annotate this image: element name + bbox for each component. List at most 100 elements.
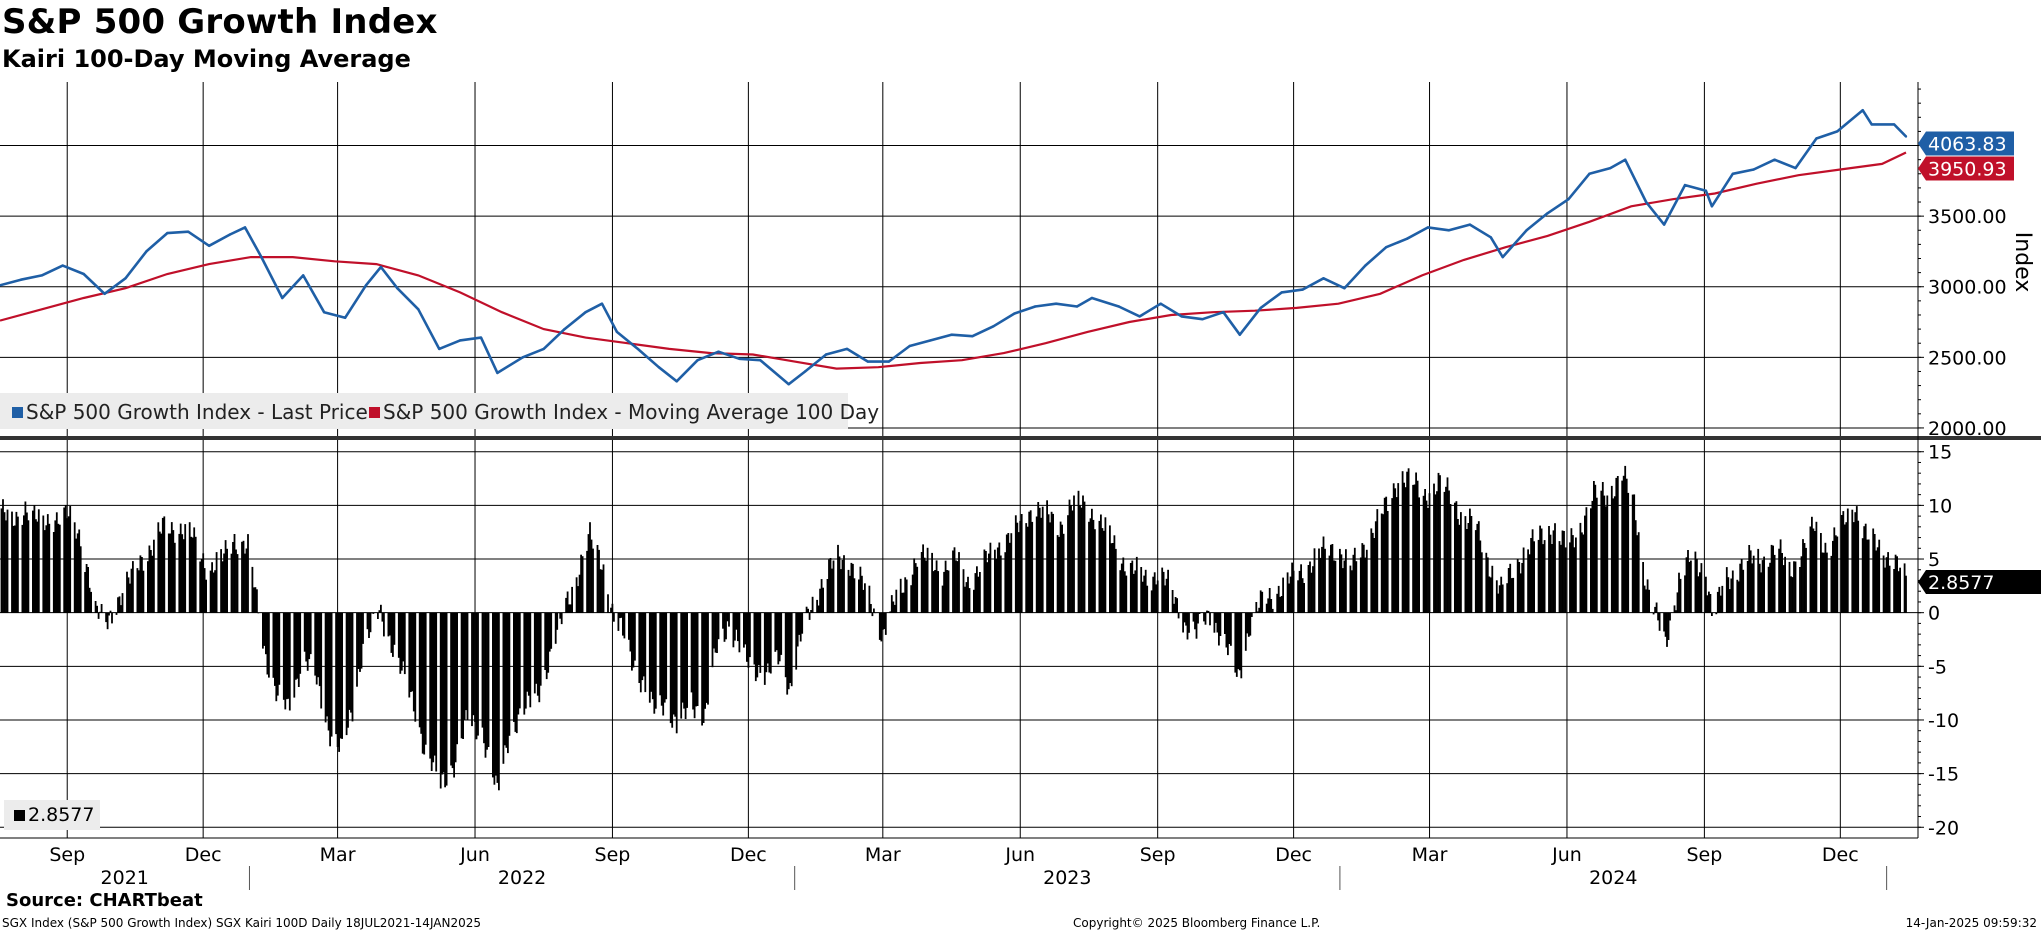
- legend-label-ma: S&P 500 Growth Index - Moving Average 10…: [383, 400, 880, 424]
- kairi-bar: [1851, 509, 1854, 613]
- kairi-bar: [1488, 576, 1491, 613]
- kairi-bar: [962, 569, 965, 613]
- legend-item-ma[interactable]: S&P 500 Growth Index - Moving Average 10…: [369, 400, 879, 424]
- kairi-bar: [1198, 612, 1201, 614]
- kairi-bar: [1700, 563, 1703, 613]
- kairi-bar: [1428, 493, 1431, 613]
- kairi-bar: [858, 579, 860, 613]
- kairi-bar: [1418, 497, 1420, 613]
- kairi-bar: [1769, 562, 1771, 613]
- kairi-bar: [1725, 567, 1728, 613]
- y-tick-label-upper: 3500.00: [1928, 206, 2007, 228]
- kairi-bar: [859, 566, 862, 613]
- price-point: [824, 353, 828, 356]
- kairi-bar: [160, 533, 163, 613]
- kairi-bar: [663, 612, 666, 703]
- kairi-bar: [1678, 572, 1680, 613]
- legend-item-price[interactable]: S&P 500 Growth Index - Last Price: [12, 400, 368, 424]
- kairi-bar: [1424, 489, 1426, 613]
- kairi-bar: [450, 612, 452, 766]
- kairi-bar: [831, 568, 833, 613]
- kairi-bar: [57, 523, 60, 613]
- kairi-bar: [1173, 603, 1175, 613]
- kairi-bar: [1770, 544, 1773, 613]
- lower-legend[interactable]: 2.8577: [4, 800, 100, 830]
- price-point: [1054, 302, 1058, 305]
- price-point: [207, 244, 211, 247]
- kairi-bar: [212, 572, 215, 613]
- kairi-bar: [1052, 513, 1054, 613]
- price-point: [1364, 264, 1367, 267]
- kairi-bar: [1464, 516, 1467, 613]
- kairi-bar: [714, 612, 717, 653]
- price-point: [479, 336, 483, 339]
- x-tick-label: Sep: [1686, 844, 1722, 866]
- kairi-bar: [37, 509, 40, 613]
- kairi-bar: [717, 612, 720, 640]
- y-tick-label-upper: 2000.00: [1928, 418, 2007, 440]
- kairi-bar: [973, 589, 975, 613]
- kairi-bar: [1194, 612, 1196, 630]
- kairi-bar: [518, 612, 521, 709]
- kairi-bar: [675, 612, 678, 734]
- kairi-bar: [1104, 517, 1107, 613]
- price-point: [1343, 287, 1346, 290]
- price-point: [1662, 223, 1666, 226]
- kairi-bar: [432, 612, 435, 763]
- kairi-bar: [738, 612, 741, 653]
- kairi-bar: [578, 574, 581, 613]
- kairi-bar: [12, 525, 15, 613]
- kairi-bar: [680, 612, 683, 719]
- kairi-bar: [1684, 575, 1686, 613]
- kairi-bar: [100, 604, 103, 613]
- price-point: [166, 231, 169, 235]
- kairi-bar: [1539, 525, 1541, 613]
- price-point: [1075, 305, 1079, 308]
- kairi-bar: [399, 612, 402, 674]
- kairi-bar: [524, 612, 527, 709]
- kairi-bar: [481, 612, 484, 728]
- kairi-bar: [1321, 546, 1323, 613]
- kairi-bar: [881, 612, 884, 630]
- kairi-bar: [904, 577, 907, 613]
- kairi-bar: [801, 612, 804, 634]
- kairi-bar: [23, 515, 25, 613]
- kairi-bar: [1207, 610, 1210, 613]
- kairi-bar: [45, 525, 48, 613]
- kairi-bar: [1752, 555, 1755, 613]
- kairi-bar: [76, 533, 79, 613]
- kairi-bar: [1282, 577, 1284, 613]
- kairi-bar: [1521, 563, 1524, 613]
- kairi-bar: [1446, 477, 1449, 613]
- price-point: [1624, 158, 1627, 161]
- kairi-bar: [1812, 528, 1815, 613]
- kairi-bar: [1506, 583, 1509, 613]
- kairi-bar: [1719, 595, 1722, 613]
- kairi-bar: [170, 522, 173, 613]
- kairi-bar: [1863, 526, 1866, 613]
- kairi-bar: [1339, 548, 1341, 613]
- price-point: [787, 383, 790, 386]
- kairi-bar: [266, 612, 269, 675]
- kairi-bar: [1875, 550, 1878, 613]
- kairi-bar: [1353, 547, 1356, 613]
- kairi-bar: [1572, 535, 1574, 613]
- kairi-bar: [1020, 514, 1023, 613]
- x-tick-label: Jun: [1004, 844, 1035, 866]
- ma-last-value-tag-bg: [1918, 156, 2014, 181]
- kairi-bar: [11, 511, 13, 613]
- kairi-bar: [1658, 612, 1661, 631]
- kairi-bar: [545, 612, 548, 680]
- price-point: [1322, 277, 1325, 280]
- kairi-bar: [1882, 555, 1885, 613]
- price-point: [458, 339, 462, 342]
- kairi-bar: [1845, 522, 1848, 613]
- kairi-bar: [1352, 554, 1355, 613]
- price-point: [908, 344, 911, 348]
- price-point: [1773, 158, 1776, 161]
- kairi-bar: [167, 533, 170, 613]
- kairi-bar: [566, 591, 569, 613]
- kairi-bar: [878, 612, 881, 640]
- kairi-bar: [1079, 505, 1081, 613]
- kairi-bar: [1297, 580, 1299, 613]
